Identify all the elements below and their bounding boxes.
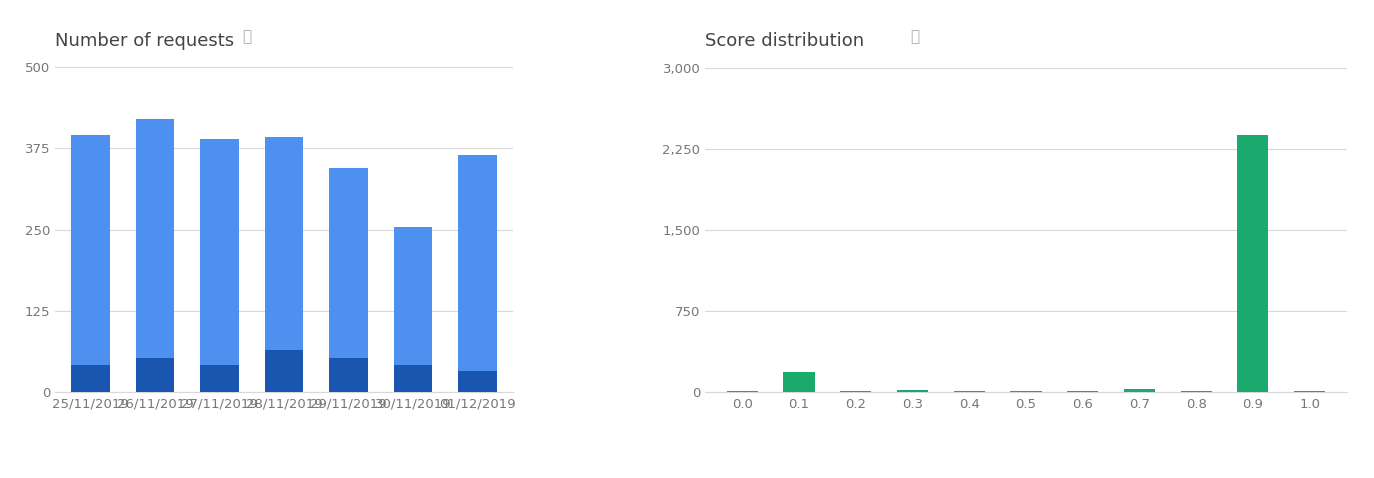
Bar <box>136 358 174 392</box>
Bar <box>1124 389 1156 392</box>
Bar <box>1180 391 1212 392</box>
Bar <box>330 358 368 392</box>
Bar <box>393 365 433 392</box>
Text: Score distribution: Score distribution <box>705 32 864 50</box>
Bar <box>330 168 368 358</box>
Bar <box>840 391 871 392</box>
Bar <box>71 365 110 392</box>
Legend: High risk, Low risk: High risk, Low risk <box>185 477 383 478</box>
Text: Number of requests: Number of requests <box>55 32 234 50</box>
Bar <box>727 391 758 392</box>
Bar <box>393 227 433 365</box>
Bar <box>1238 135 1268 392</box>
Bar <box>265 350 304 392</box>
Bar <box>458 155 497 371</box>
Bar <box>1294 391 1326 392</box>
Bar <box>954 391 985 392</box>
Bar <box>265 137 304 350</box>
Bar <box>201 365 239 392</box>
Bar <box>201 139 239 365</box>
Bar <box>71 135 110 365</box>
Bar <box>897 391 927 392</box>
Text: ⓘ: ⓘ <box>243 29 251 44</box>
Text: ⓘ: ⓘ <box>911 29 919 44</box>
Bar <box>783 372 815 392</box>
Bar <box>1068 391 1098 392</box>
Bar <box>136 119 174 358</box>
Bar <box>458 371 497 392</box>
Bar <box>1010 391 1041 392</box>
